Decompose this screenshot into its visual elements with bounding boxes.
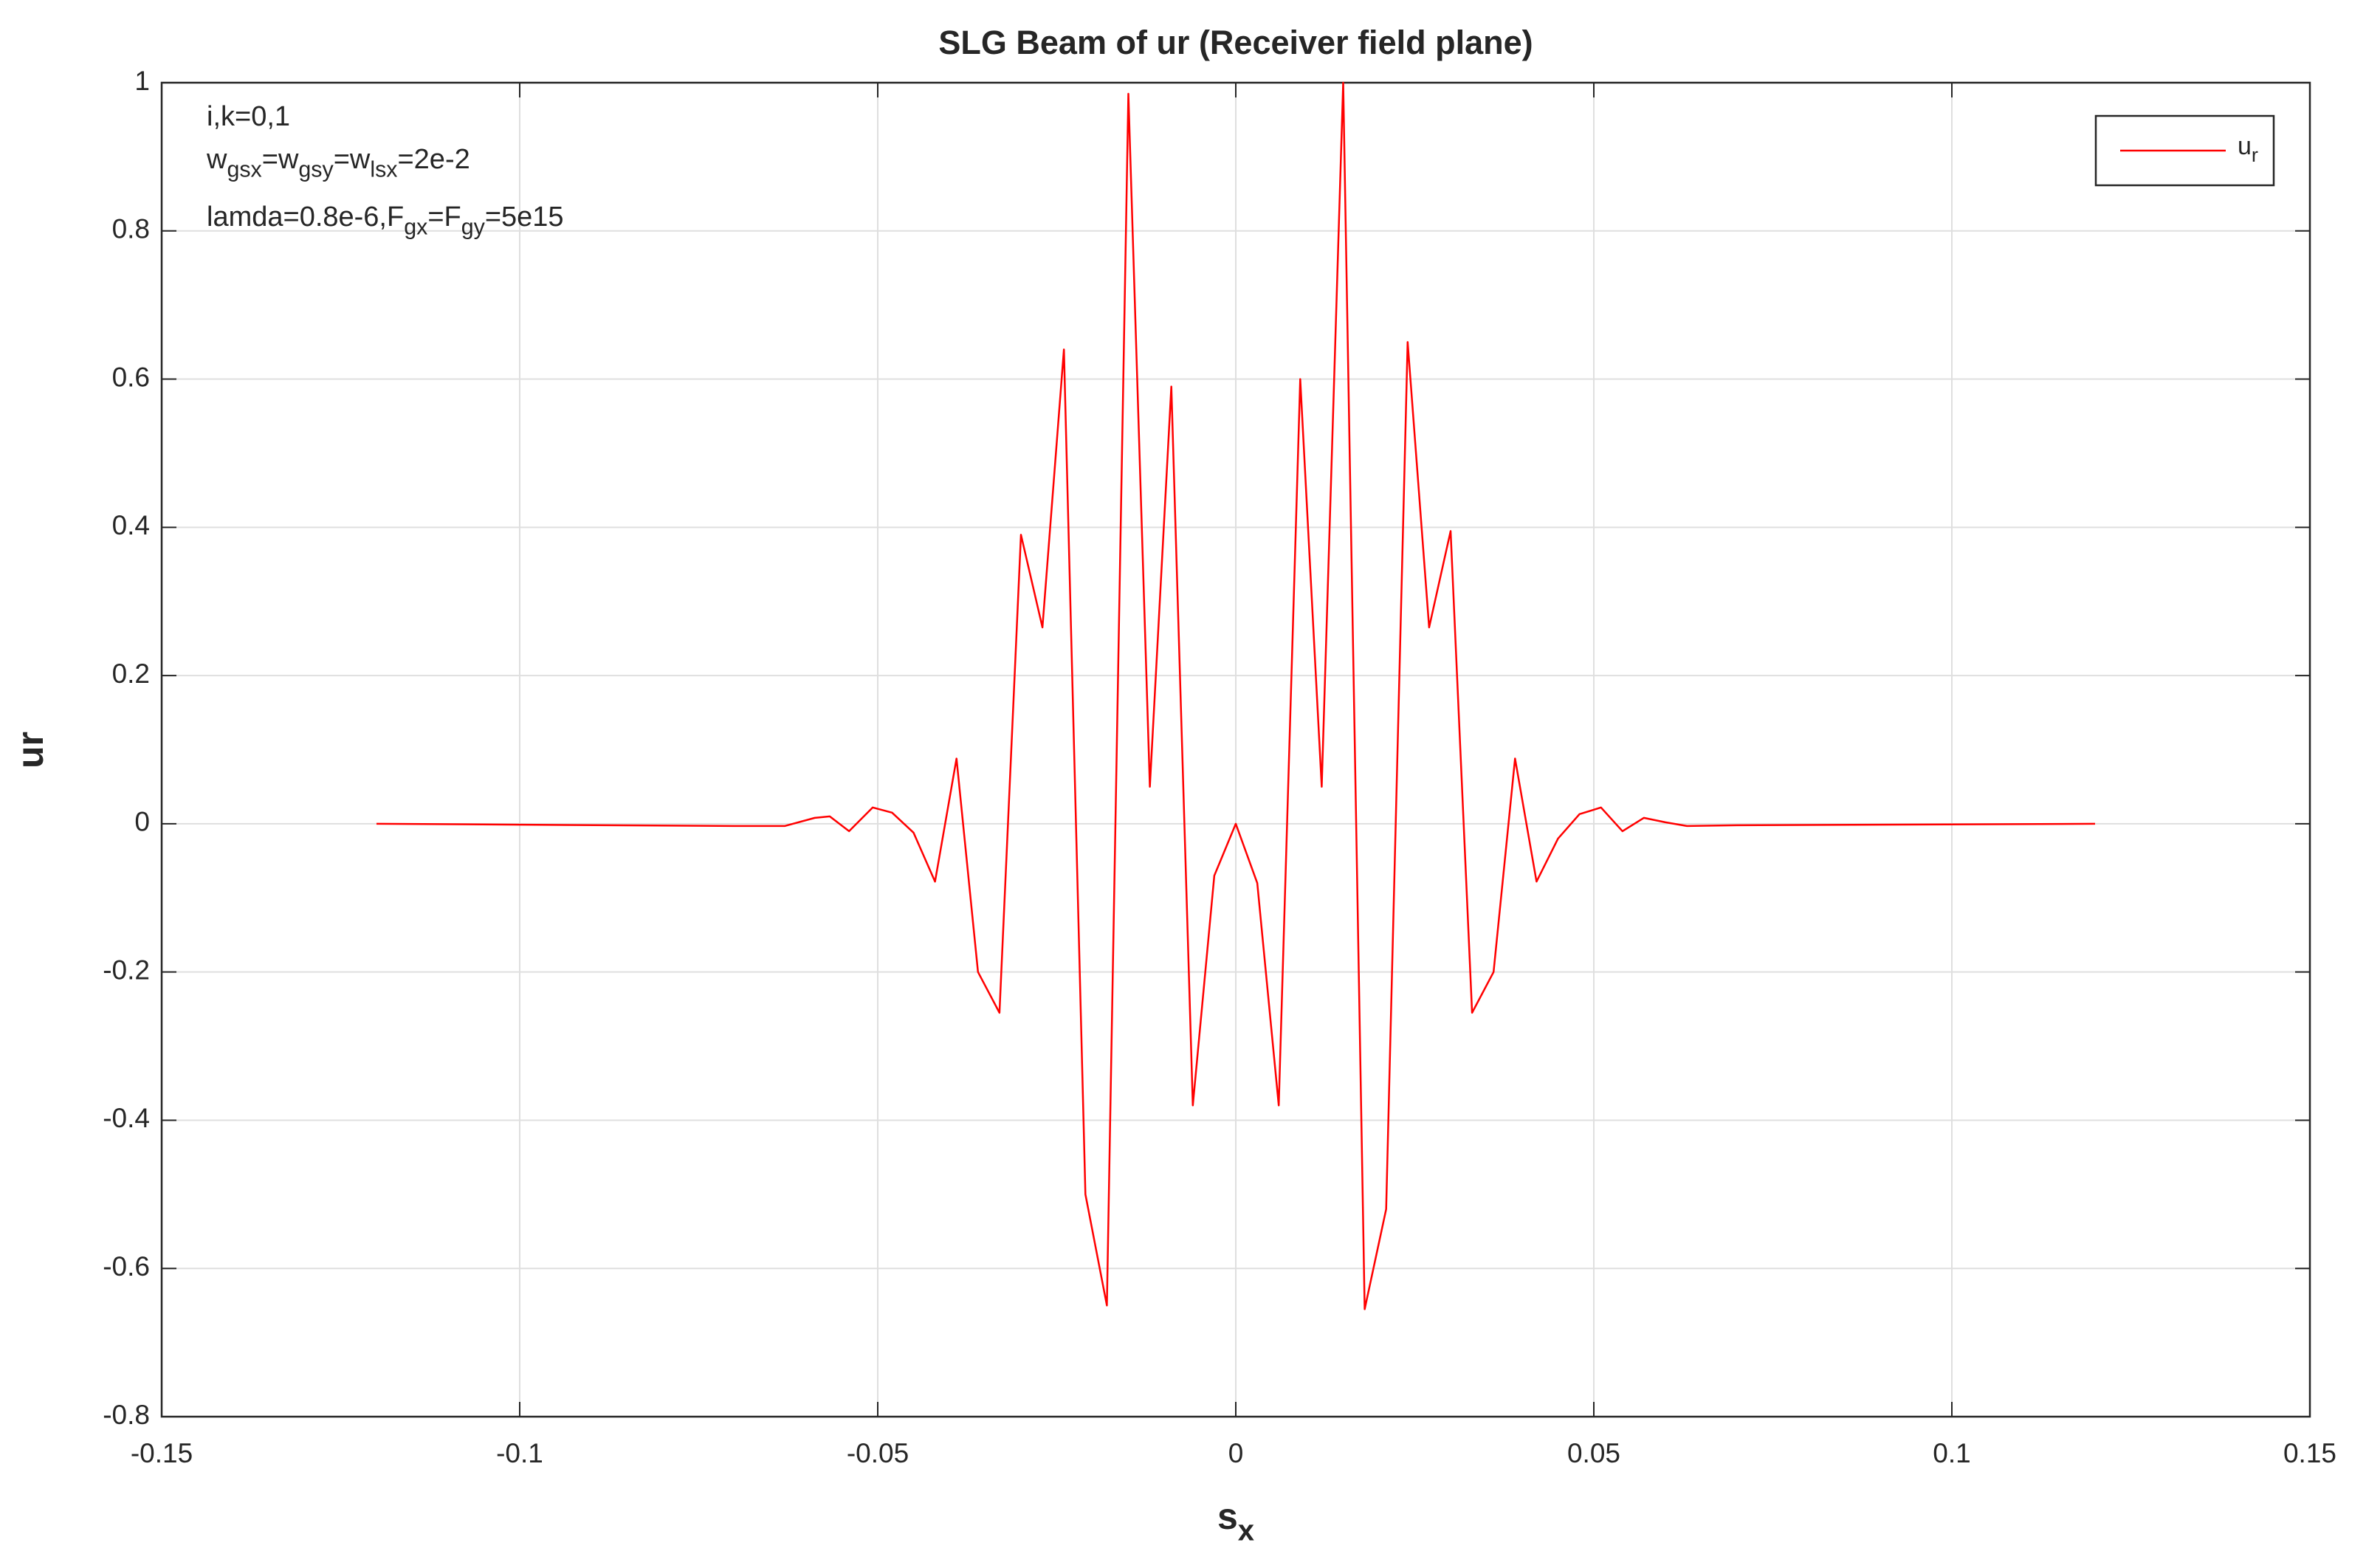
y-tick-label: 1 [134, 66, 150, 96]
y-tick-label: 0.8 [112, 214, 150, 244]
annotation: i,k=0,1 [207, 101, 290, 132]
x-axis-label: sx [1217, 1496, 1254, 1547]
data-line [376, 81, 2096, 1310]
y-tick-label: -0.4 [103, 1103, 150, 1133]
x-tick-label: 0 [1228, 1438, 1244, 1468]
text-part: i,k=0,1 [207, 101, 290, 132]
subscript: gy [461, 214, 486, 239]
x-tick-label: -0.1 [496, 1438, 543, 1468]
text-part: =5e15 [485, 202, 564, 233]
text-part: =2e-2 [397, 144, 470, 175]
axes-box [160, 81, 2311, 1418]
y-tick-label: -0.6 [103, 1251, 150, 1282]
subscript: lsx [370, 157, 397, 182]
x-tick-label: 0.15 [2283, 1438, 2336, 1468]
y-tick-label: 0.4 [112, 510, 150, 540]
subscript: gsx [227, 157, 261, 182]
x-tick-label: 0.05 [1567, 1438, 1620, 1468]
text-part: =w [262, 144, 299, 175]
subscript: gx [404, 214, 427, 239]
x-tick-label: -0.05 [847, 1438, 909, 1468]
subscript: x [1238, 1514, 1254, 1547]
legend-label: ur [2238, 132, 2258, 166]
annotation: wgsx=wgsy=wlsx=2e-2 [206, 144, 470, 182]
subscript: r [2252, 143, 2258, 166]
text-part: =F [427, 202, 461, 233]
text-part: u [2238, 132, 2252, 160]
y-tick-label: -0.2 [103, 955, 150, 985]
y-tick-label: -0.8 [103, 1400, 150, 1430]
text-part: w [206, 144, 227, 175]
text-part: =w [334, 144, 371, 175]
annotation: lamda=0.8e-6,Fgx=Fgy=5e15 [207, 202, 564, 239]
chart-title: SLG Beam of ur (Receiver field plane) [938, 24, 1533, 61]
x-tick-label: -0.15 [131, 1438, 193, 1468]
y-tick-label: 0.2 [112, 659, 150, 689]
text-part: s [1217, 1496, 1238, 1537]
y-tick-label: 0.6 [112, 362, 150, 392]
text-part: lamda=0.8e-6,F [207, 202, 404, 233]
x-tick-label: 0.1 [1933, 1438, 1970, 1468]
subscript: gsy [298, 157, 334, 182]
y-axis-label: ur [10, 732, 51, 768]
y-tick-label: 0 [134, 807, 150, 837]
